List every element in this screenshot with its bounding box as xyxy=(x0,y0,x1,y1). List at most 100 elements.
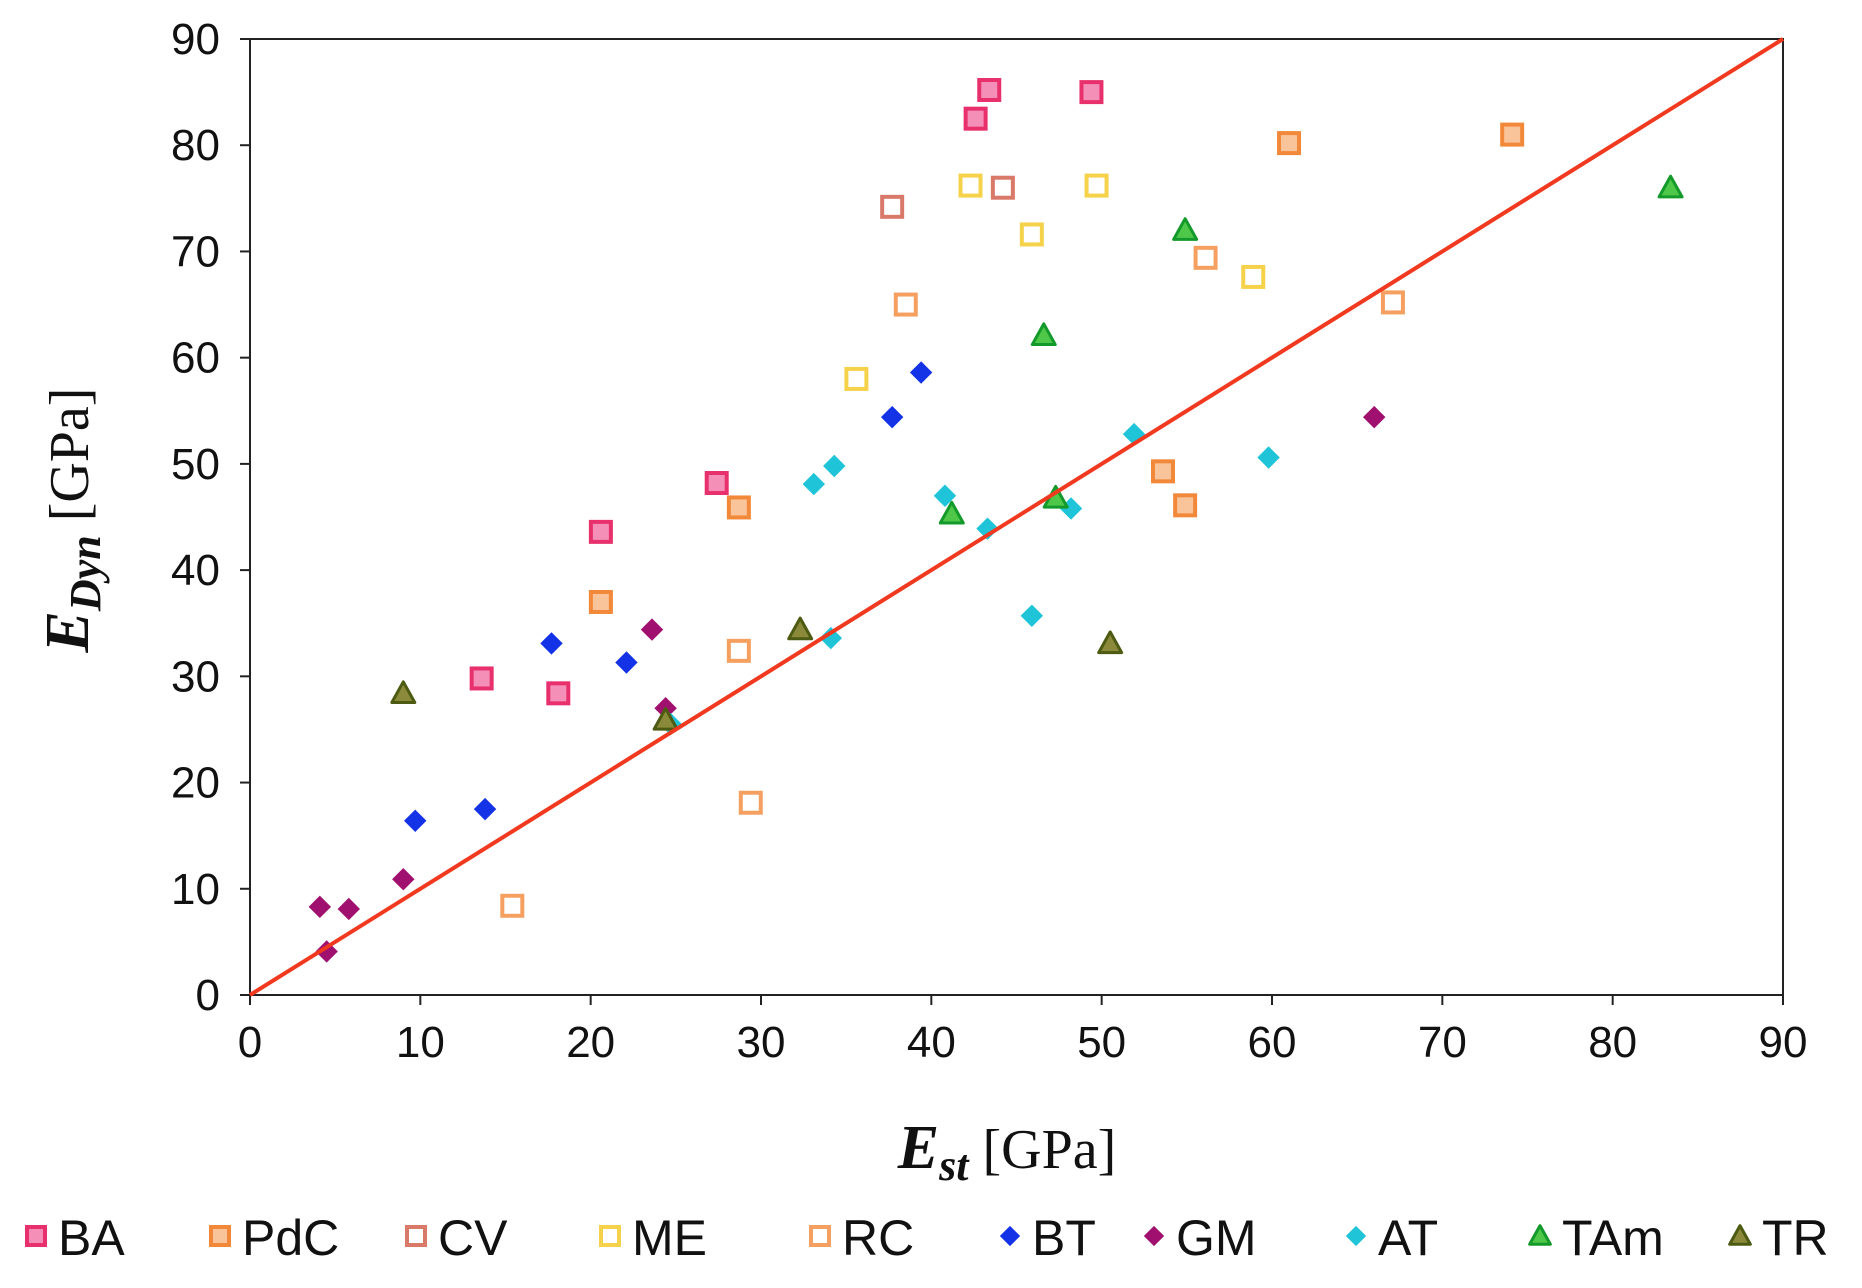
data-point-pdc xyxy=(1150,459,1175,484)
data-point-rc xyxy=(1193,245,1218,270)
y-tick-label: 80 xyxy=(171,121,220,170)
data-point-ba xyxy=(704,471,729,496)
legend-marker-cv xyxy=(405,1225,427,1247)
data-point-ba xyxy=(588,519,613,544)
data-point-gm xyxy=(640,618,664,641)
data-point-tam xyxy=(1172,217,1199,241)
data-point-ba xyxy=(469,666,494,691)
x-tick-label: 40 xyxy=(907,1018,956,1067)
legend-marker-ba xyxy=(25,1225,47,1247)
legend-label: CV xyxy=(438,1210,508,1266)
data-point-tam xyxy=(1030,322,1057,347)
data-point-cv xyxy=(990,175,1015,200)
y-axis-title-sub: Dyn xyxy=(61,535,110,612)
y-axis: 0 10 20 30 40 50 60 70 80 90 xyxy=(171,15,250,1020)
series-tr xyxy=(390,616,1124,731)
y-tick-label: 90 xyxy=(171,15,220,64)
legend-label: BT xyxy=(1032,1210,1096,1266)
x-axis-title-main: E xyxy=(897,1114,939,1182)
x-tick-label: 20 xyxy=(566,1018,615,1067)
data-point-rc xyxy=(500,893,525,918)
series-bt xyxy=(404,361,933,833)
y-tick-label: 40 xyxy=(171,546,220,595)
data-point-cv xyxy=(880,194,905,219)
series-me xyxy=(844,173,1266,391)
data-point-me xyxy=(958,173,983,198)
legend-marker-at xyxy=(1345,1225,1367,1247)
legend-marker-me xyxy=(599,1225,621,1247)
data-point-gm xyxy=(1362,405,1386,429)
legend-item-at: AT xyxy=(1345,1210,1438,1266)
data-point-at xyxy=(1257,446,1280,469)
data-points xyxy=(308,77,1684,963)
x-tick-label: 10 xyxy=(396,1018,445,1067)
data-point-pdc xyxy=(1500,122,1525,147)
data-point-tr xyxy=(390,680,417,705)
legend-item-me: ME xyxy=(599,1210,707,1266)
data-point-bt xyxy=(473,797,497,821)
legend-marker-bt xyxy=(999,1225,1021,1247)
x-tick-label: 80 xyxy=(1588,1018,1637,1067)
legend-marker-tr xyxy=(1728,1224,1752,1246)
y-tick-label: 70 xyxy=(171,227,220,276)
legend-label: GM xyxy=(1176,1210,1257,1266)
legend-label: ME xyxy=(632,1210,707,1266)
legend-item-cv: CV xyxy=(405,1210,508,1266)
series-rc xyxy=(500,245,1405,918)
data-point-at xyxy=(802,472,826,496)
legend-label: RC xyxy=(842,1210,914,1266)
data-point-at xyxy=(1020,604,1044,627)
x-tick-label: 70 xyxy=(1418,1018,1467,1067)
data-point-tr xyxy=(652,706,679,731)
x-axis-title-sub: st xyxy=(938,1141,970,1190)
data-point-ba xyxy=(977,77,1002,102)
data-point-rc xyxy=(893,292,918,317)
legend-item-tr: TR xyxy=(1728,1210,1829,1266)
data-point-bt xyxy=(880,405,904,429)
x-tick-label: 50 xyxy=(1077,1018,1126,1067)
y-axis-title-unit: [GPa] xyxy=(39,388,101,536)
y-tick-label: 50 xyxy=(171,440,220,489)
reference-line xyxy=(248,37,1785,997)
data-point-pdc xyxy=(588,589,613,614)
data-point-at xyxy=(933,484,957,507)
data-point-at xyxy=(819,626,843,650)
data-point-bt xyxy=(615,651,638,674)
data-point-me xyxy=(1241,264,1266,289)
reference-line-group xyxy=(248,37,1785,997)
x-axis-title: Est [GPa] xyxy=(897,1114,1116,1190)
data-point-me xyxy=(1084,173,1109,198)
data-point-gm xyxy=(392,868,415,891)
data-point-bt xyxy=(404,809,427,833)
data-point-rc xyxy=(1380,290,1405,315)
data-point-me xyxy=(844,366,869,391)
legend-item-tam: TAm xyxy=(1528,1210,1664,1266)
data-point-rc xyxy=(726,638,751,663)
data-point-gm xyxy=(337,897,361,921)
series-pdc xyxy=(588,122,1525,614)
y-tick-label: 20 xyxy=(171,759,220,808)
data-point-pdc xyxy=(1173,493,1198,518)
series-tam xyxy=(938,174,1684,525)
data-point-ba xyxy=(546,681,571,706)
data-point-ba xyxy=(963,106,988,131)
data-point-bt xyxy=(909,361,933,384)
legend-item-rc: RC xyxy=(809,1210,914,1266)
legend-marker-tam xyxy=(1528,1224,1552,1246)
x-tick-label: 0 xyxy=(238,1018,262,1067)
y-tick-label: 30 xyxy=(171,652,220,701)
y-tick-label: 60 xyxy=(171,334,220,383)
legend: BA PdC CV ME RC BT GM AT TAm TR xyxy=(25,1210,1829,1266)
y-axis-title: EDyn [GPa] xyxy=(34,388,110,654)
data-point-gm xyxy=(308,895,332,919)
legend-label: BA xyxy=(58,1210,125,1266)
legend-label: TR xyxy=(1762,1210,1829,1266)
legend-item-bt: BT xyxy=(999,1210,1096,1266)
y-tick-label: 0 xyxy=(196,971,220,1020)
legend-label: TAm xyxy=(1562,1210,1664,1266)
legend-marker-rc xyxy=(809,1225,831,1247)
legend-label: PdC xyxy=(242,1210,339,1266)
legend-item-gm: GM xyxy=(1143,1210,1257,1266)
data-point-rc xyxy=(738,790,763,815)
